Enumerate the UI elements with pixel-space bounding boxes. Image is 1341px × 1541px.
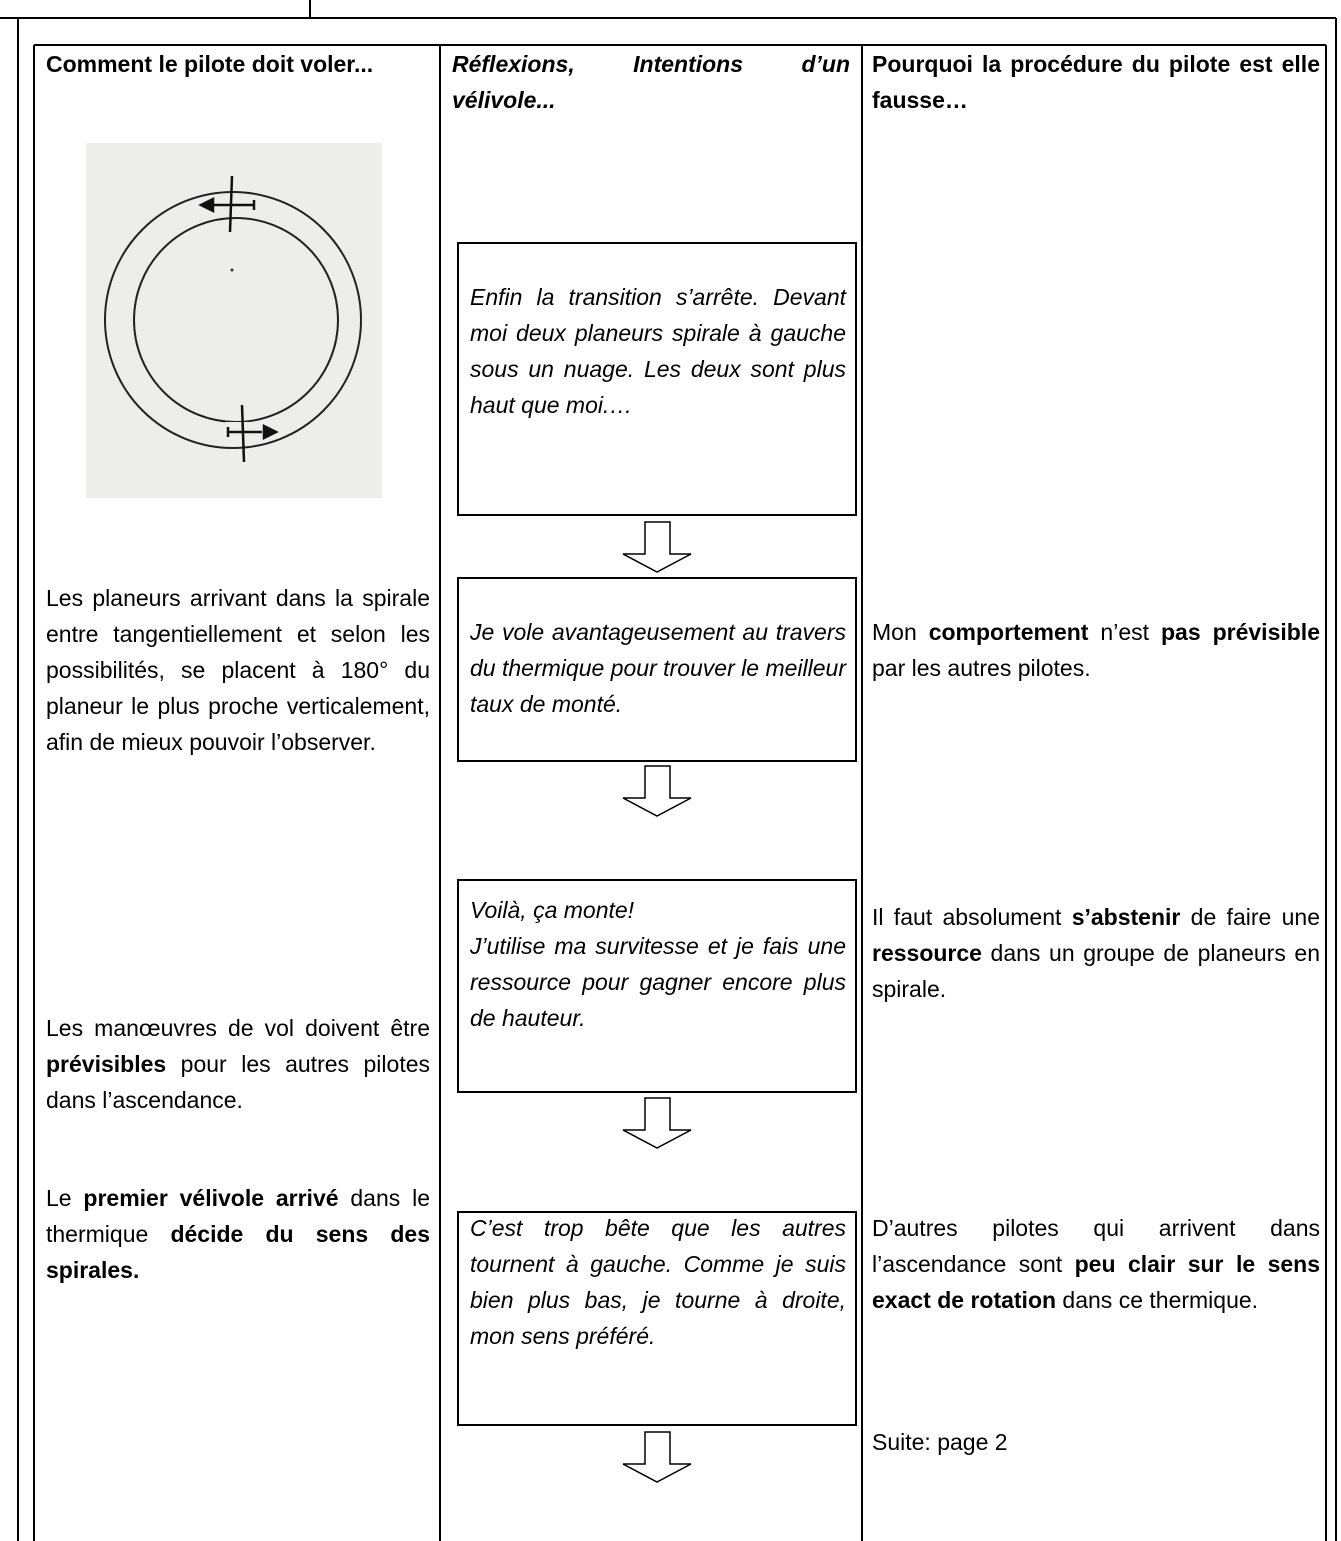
text: de faire une	[1180, 904, 1320, 930]
thought-text: Je vole avantageusement au travers du th…	[470, 619, 846, 717]
bold-text: ressource	[872, 940, 982, 966]
thought-box	[457, 242, 857, 516]
thought-text: J’utilise ma survitesse et je fais une r…	[470, 933, 846, 1031]
paragraph: Les manœuvres de vol doivent être prévis…	[46, 1010, 430, 1118]
text: Le	[46, 1185, 84, 1211]
thought-box	[457, 879, 857, 1093]
down-arrow	[622, 1431, 692, 1483]
paragraph: D’autres pilotes qui arrivent dans l’asc…	[872, 1210, 1320, 1318]
text: dans le thermique	[46, 1185, 430, 1247]
thought-text: Enfin la transition s’arrête. Devant moi…	[470, 284, 846, 418]
outer-circle	[104, 191, 362, 449]
paragraph: Mon comportement n’est pas prévisible pa…	[872, 614, 1320, 686]
flow	[457, 242, 857, 1483]
down-arrow	[622, 1097, 692, 1149]
column-header: Comment le pilote doit voler...	[46, 51, 374, 77]
text: Les planeurs arrivant dans la spirale en…	[46, 585, 430, 755]
column-header: Réflexions, Intentions d’un vélivole...	[452, 51, 850, 113]
down-arrow	[622, 765, 692, 817]
down-arrow	[622, 521, 692, 573]
bold-text: peu clair sur le sens exact de rotation	[872, 1251, 1320, 1313]
bold-text: pas prévisible	[1161, 619, 1320, 645]
glider-top	[198, 175, 256, 233]
thought-text: Voilà, ça monte!	[470, 897, 635, 923]
text: n’est	[1088, 619, 1161, 645]
paragraph: Il faut absolument s’abstenir de faire u…	[872, 899, 1320, 1007]
text: dans ce thermique.	[1056, 1287, 1259, 1313]
bold-text: comportement	[928, 619, 1089, 645]
thought-text: C’est trop bête que les autres tournent …	[470, 1215, 846, 1349]
glider-bottom	[226, 404, 279, 463]
text: dans un groupe de planeurs en spirale.	[872, 940, 1320, 1002]
column-header: Pourquoi la procédure du pilote est elle…	[872, 51, 1320, 113]
paragraph: Le premier vélivole arrivé dans le therm…	[46, 1180, 430, 1288]
text: Il faut absolument	[872, 904, 1072, 930]
bold-text: s’abstenir	[1071, 904, 1181, 930]
text: pour les autres pilotes dans l’ascendanc…	[46, 1051, 430, 1113]
bold-text: prévisibles	[46, 1051, 167, 1077]
thought-box	[457, 1211, 857, 1426]
bold-text: décide du sens des spirales.	[46, 1221, 430, 1283]
text: Mon	[872, 619, 929, 645]
thought-box	[457, 577, 857, 762]
text: Les manœuvres de vol doivent être	[46, 1015, 430, 1041]
paragraph: Les planeurs arrivant dans la spirale en…	[46, 580, 430, 760]
text: D’autres pilotes qui arrivent dans l’asc…	[872, 1215, 1320, 1277]
bold-text: premier vélivole arrivé	[83, 1185, 339, 1211]
text: par les autres pilotes.	[872, 655, 1091, 681]
spiral-figure	[86, 143, 382, 498]
footer-note: Suite: page 2	[872, 1429, 1008, 1455]
